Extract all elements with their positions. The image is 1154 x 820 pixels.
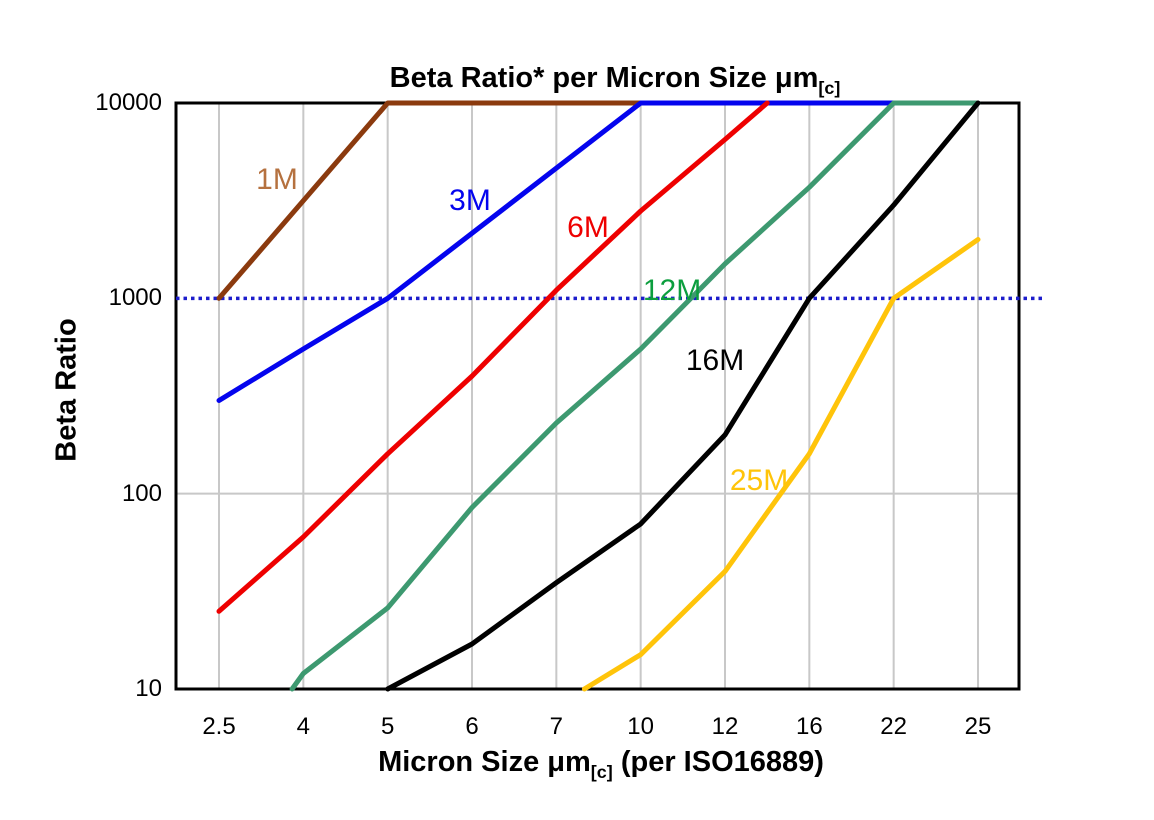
series-line-6M: [216, 100, 770, 614]
y-tick-100: 100: [121, 479, 162, 507]
x-tick-7: 7: [549, 713, 564, 740]
series-line-12M: [289, 100, 981, 692]
series-label-25M: 25M: [729, 464, 789, 497]
x-tick-4: 4: [296, 713, 311, 740]
y-tick-10000: 10000: [95, 89, 162, 116]
x-tick-22: 22: [880, 713, 908, 740]
x-axis-title-suffix: (per ISO16889): [612, 746, 824, 778]
x-axis-title-mu: μm: [547, 746, 591, 778]
chart-title: Beta Ratio* per Micron Size μm[c]: [390, 62, 841, 99]
x-tick-5: 5: [380, 713, 395, 740]
series-line-25M: [581, 237, 981, 692]
series-line-3M: [216, 100, 897, 403]
series-label-3M: 3M: [449, 184, 491, 217]
x-axis-title-text: Micron Size: [378, 746, 548, 778]
y-axis-title: Beta Ratio: [50, 318, 83, 462]
x-tick-10: 10: [627, 713, 655, 740]
x-tick-2.5: 2.5: [202, 713, 236, 740]
y-tick-10: 10: [135, 675, 162, 702]
series-label-12M: 12M: [642, 274, 702, 307]
series-line-1M: [216, 100, 644, 301]
x-axis-title: Micron Size μm[c] (per ISO16889): [378, 746, 824, 783]
series-label-1M: 1M: [256, 163, 298, 196]
chart-title-text: Beta Ratio* per Micron Size: [389, 62, 775, 94]
x-tick-12: 12: [711, 713, 739, 740]
series-label-16M: 16M: [685, 344, 745, 377]
y-tick-1000: 1000: [108, 284, 162, 312]
chart-title-sub: [c]: [818, 77, 841, 98]
series-line-16M: [385, 100, 981, 692]
chart-title-mu: μm: [774, 62, 819, 94]
x-tick-6: 6: [465, 713, 479, 740]
series-label-6M: 6M: [567, 211, 609, 244]
x-tick-16: 16: [795, 713, 823, 740]
x-tick-25: 25: [964, 713, 992, 740]
x-axis-title-sub: [c]: [590, 761, 613, 782]
